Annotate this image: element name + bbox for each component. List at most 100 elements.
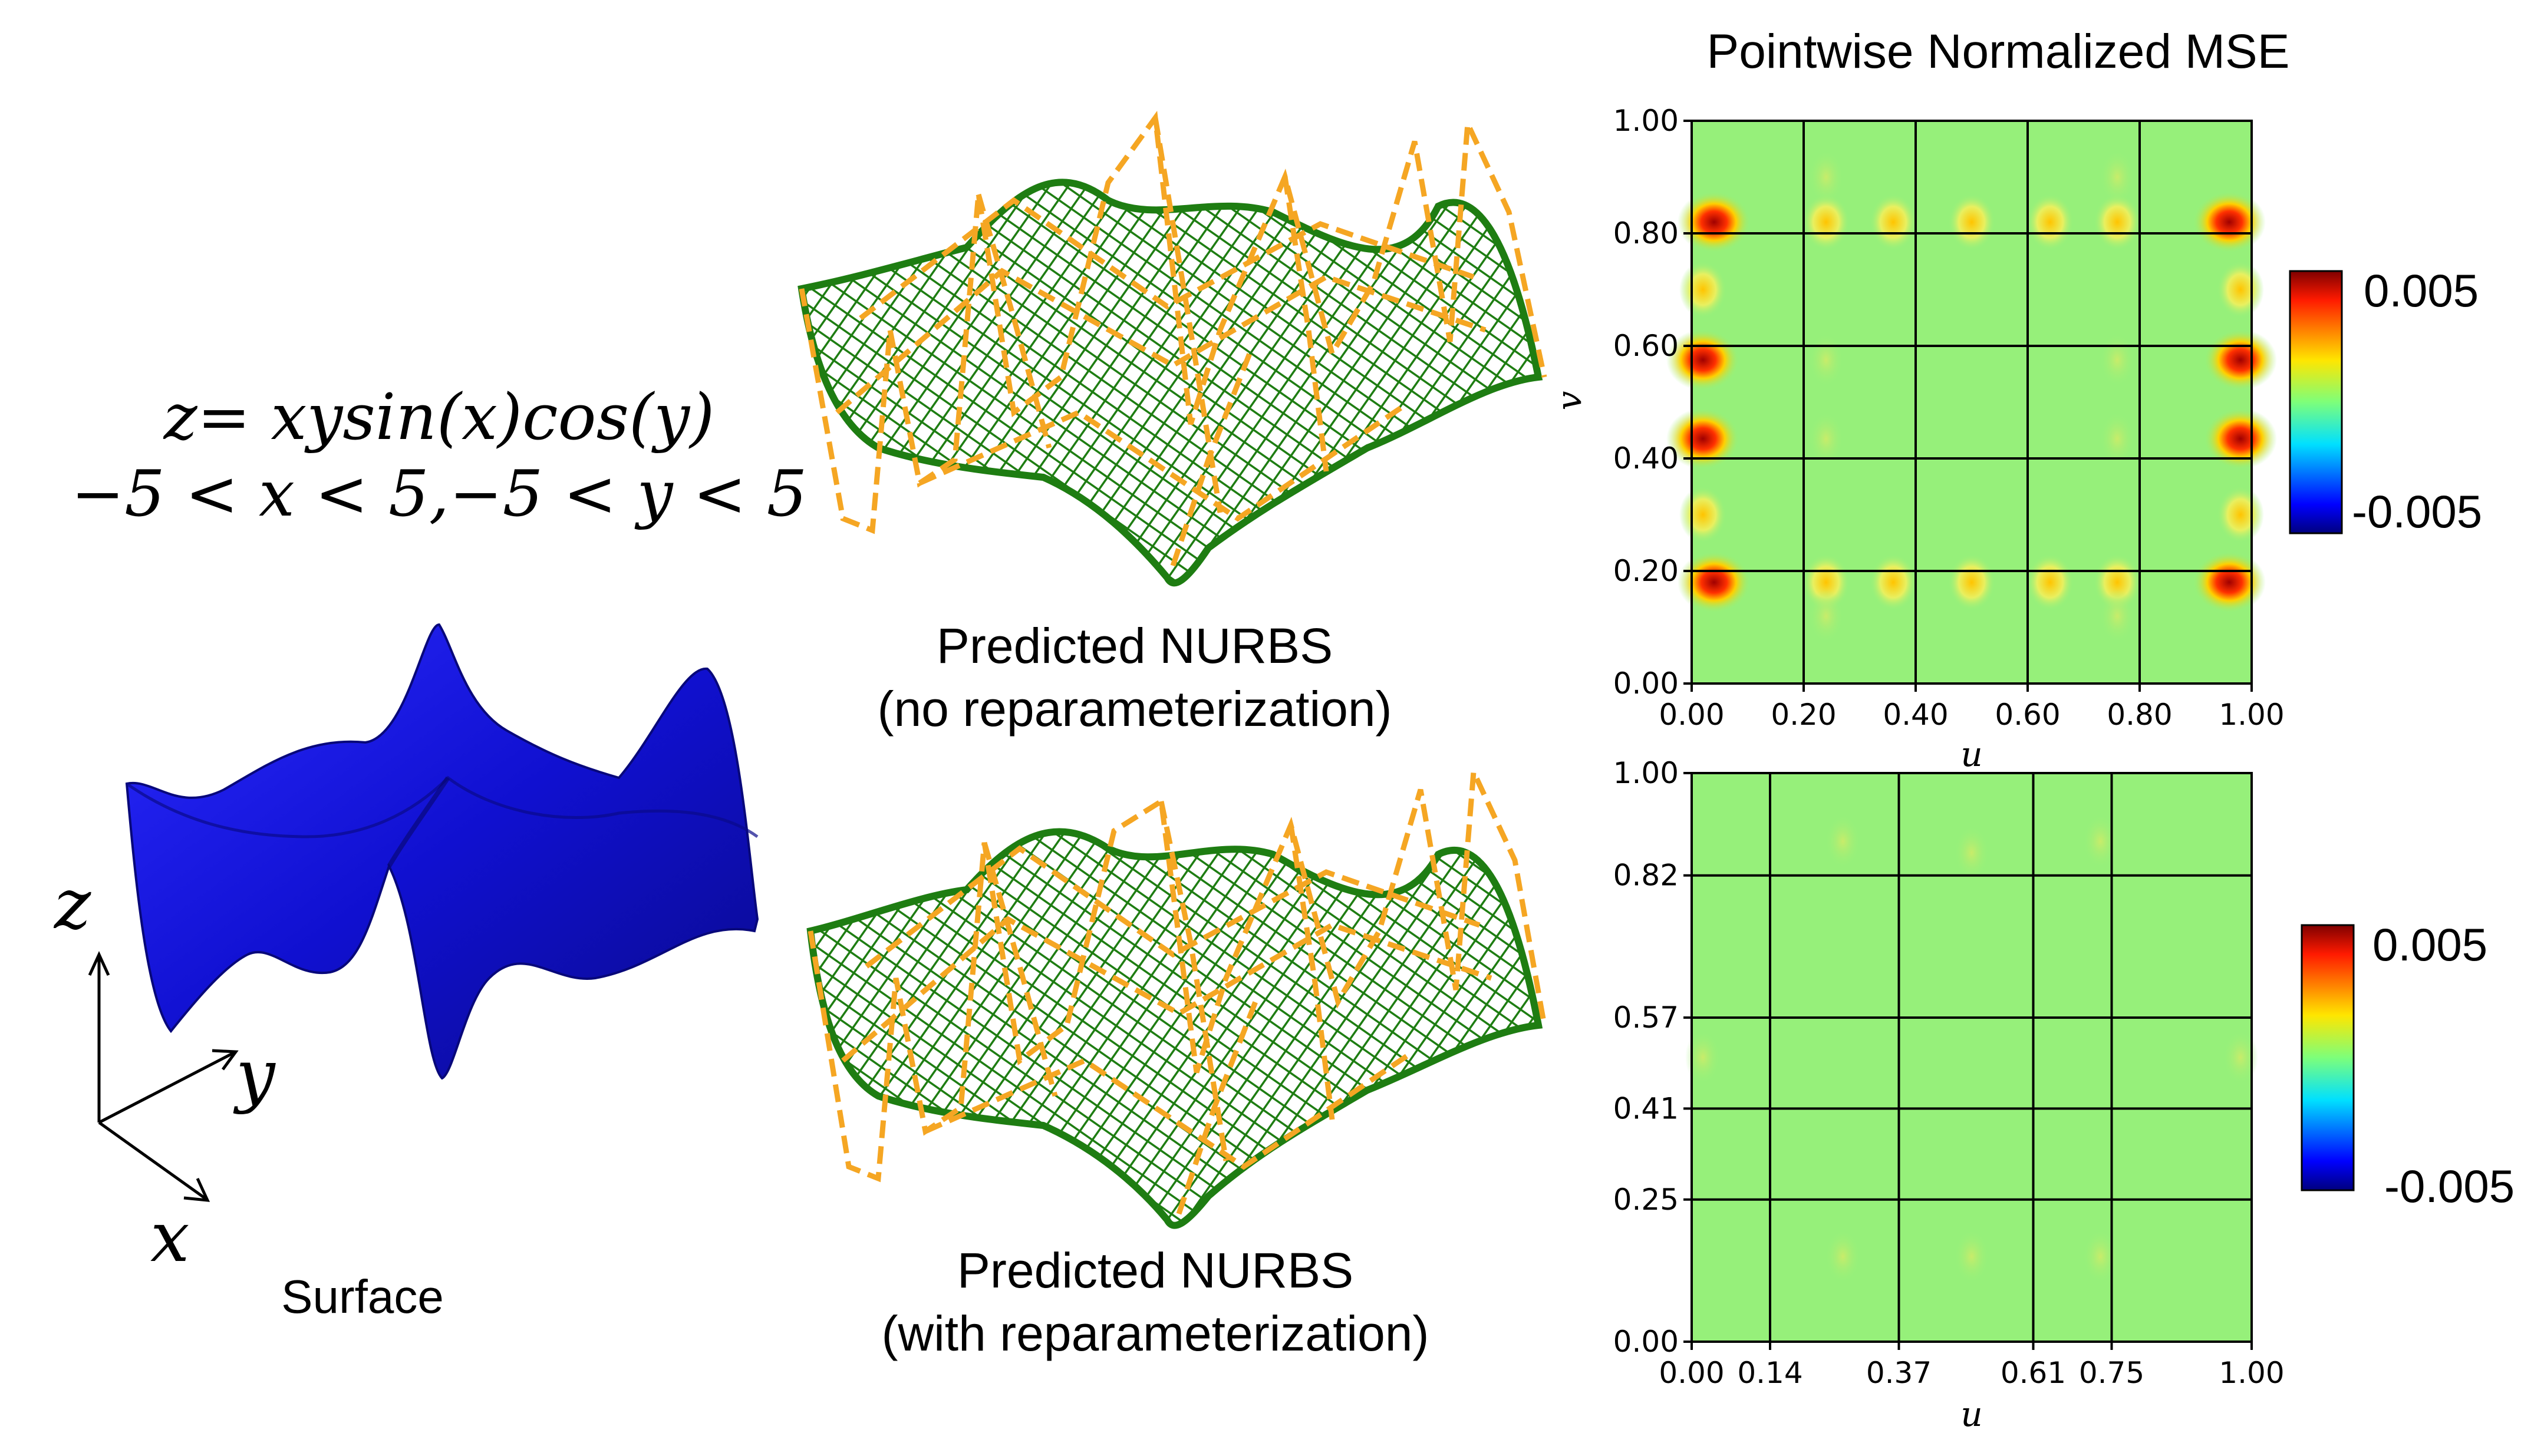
x-ticks: 0.00 0.14 0.37 0.61 0.75 1.00 (1659, 1342, 2285, 1390)
y-tick-label: 0.40 (1613, 441, 1679, 476)
x-tick-label: 0.00 (1659, 1356, 1724, 1390)
heatmap-hotspot (2100, 589, 2135, 643)
heatmap-hotspot (2193, 552, 2266, 613)
heatmap-hotspot (2223, 1030, 2258, 1085)
y-tick-label: 0.00 (1613, 1325, 1679, 1359)
x-tick-label: 0.75 (2079, 1356, 2144, 1390)
heatmap-hotspot (1679, 261, 1726, 318)
colorbar-max-label: 0.005 (2364, 265, 2479, 316)
y-tick-label: 0.20 (1613, 554, 1679, 588)
heatmap-hotspot (1666, 408, 1739, 470)
surface-label: Surface (281, 1270, 444, 1323)
heatmap-hotspot (2094, 193, 2141, 250)
colorbar-gradient (2301, 924, 2355, 1191)
heatmap-hotspot (2026, 193, 2074, 250)
nurbs-top-caption-line2: (no reparameterization) (877, 681, 1392, 737)
x-axis-label: u (1960, 734, 1982, 774)
heatmap-hotspot (1808, 589, 1844, 643)
y-ticks: 0.00 0.25 0.41 0.57 0.82 1.00 (1613, 756, 1692, 1359)
heatmap-grid (1692, 121, 2252, 684)
colorbar-top: 0.005 -0.005 (2289, 265, 2482, 537)
x-tick-label: 0.61 (2001, 1356, 2066, 1390)
x-ticks: 0.00 0.20 0.40 0.60 0.80 1.00 (1659, 684, 2285, 732)
heatmap-with-reparam: 0.00 0.14 0.37 0.61 0.75 1.00 0.00 0.25 0.41 0.5… (1613, 756, 2285, 1434)
x-tick-label: 0.60 (1995, 698, 2060, 732)
nurbs-top-caption-line1: Predicted NURBS (937, 618, 1333, 673)
y-tick-label: 1.00 (1613, 756, 1679, 790)
heatmap-frame (1690, 772, 2253, 1343)
x-tick-label: 1.00 (2219, 698, 2284, 732)
heatmap-hotspot (1870, 554, 1917, 611)
heatmap-hotspot (2193, 191, 2266, 253)
heatmap-hotspot (2217, 486, 2264, 543)
nurbs-plot-top (798, 111, 1547, 587)
heatmap-hotspot (1825, 814, 1861, 869)
heatmap-hotspots (1666, 150, 2277, 643)
x-axis-label: u (1960, 1394, 1982, 1434)
x-tick-label: 1.00 (2219, 1356, 2284, 1390)
heatmap-hotspot (1954, 1229, 1989, 1284)
heatmap-frame (1690, 120, 2253, 685)
heatmap-hotspots (1685, 814, 2258, 1284)
heatmap-grid (1692, 773, 2252, 1342)
y-axis-label: v (1549, 391, 1589, 410)
y-tick-label: 0.25 (1613, 1183, 1679, 1217)
x-tick-label: 0.40 (1883, 698, 1948, 732)
heatmap-hotspot (2204, 329, 2277, 391)
heatmap-hotspot (1870, 193, 1917, 250)
surface-body (125, 623, 759, 1080)
axis-x-label: x (150, 1196, 190, 1277)
heatmap-hotspot (1679, 486, 1726, 543)
heatmap-hotspot (1808, 150, 1844, 204)
heatmap-hotspot (1825, 1229, 1861, 1284)
heatmap-no-reparam: 0.00 0.20 0.40 0.60 0.80 1.00 0.00 0.20 0.40 0.6… (1549, 104, 2285, 774)
x-tick-label: 0.20 (1771, 698, 1836, 732)
y-ticks: 0.00 0.20 0.40 0.60 0.80 1.00 (1613, 104, 1692, 701)
heatmap-hotspot (1808, 411, 1844, 466)
x-tick-label: 0.80 (2107, 698, 2172, 732)
heatmap-hotspot (1954, 826, 1989, 880)
heatmap-hotspot (2204, 408, 2277, 470)
nurbs-bottom-caption-line1: Predicted NURBS (957, 1243, 1353, 1298)
heatmap-hotspot (1948, 193, 1995, 250)
colorbar-bottom: 0.005 -0.005 (2301, 919, 2515, 1212)
heatmap-hotspot (1678, 552, 1751, 613)
axes-triad (88, 950, 239, 1202)
y-tick-label: 0.57 (1613, 1001, 1679, 1035)
heatmap-hotspot (1666, 329, 1739, 391)
x-tick-label: 0.37 (1866, 1356, 1932, 1390)
heatmap-hotspot (2082, 1229, 2118, 1284)
heatmap-title: Pointwise Normalized MSE (1707, 25, 2290, 78)
nurbs-bottom-caption-line2: (with reparameterization) (881, 1306, 1429, 1361)
heatmap-hotspot (1948, 554, 1995, 611)
heatmap-hotspot (1678, 191, 1751, 253)
heatmap-hotspot (2100, 411, 2135, 466)
heatmap-hotspot (2026, 554, 2074, 611)
heatmap-hotspot (2100, 150, 2135, 204)
y-tick-label: 0.80 (1613, 216, 1679, 250)
axis-y-label: y (233, 1034, 276, 1115)
x-tick-label: 0.14 (1737, 1356, 1802, 1390)
colorbar-gradient (2289, 270, 2343, 534)
y-tick-label: 0.82 (1613, 859, 1679, 893)
heatmap-hotspot (1685, 1030, 1721, 1085)
colorbar-max-label: 0.005 (2372, 919, 2487, 970)
control-net-bottom (808, 761, 1547, 1215)
colorbar-min-label: -0.005 (2384, 1160, 2515, 1212)
equation-line1: z= xysin(x)cos(y) (163, 381, 715, 454)
y-tick-label: 0.41 (1613, 1091, 1679, 1125)
nurbs-plot-bottom (806, 761, 1547, 1229)
control-net-top (799, 111, 1547, 567)
heatmap-hotspot (1802, 193, 1850, 250)
y-tick-label: 0.60 (1613, 329, 1679, 363)
axis-z-label: z (53, 863, 91, 945)
heatmap-hotspot (2217, 261, 2264, 318)
equation-line2: −5 < x < 5,−5 < y < 5 (71, 457, 808, 531)
heatmap-hotspot (2100, 332, 2135, 387)
heatmap-hotspot (1808, 332, 1844, 387)
target-surface (125, 623, 759, 1080)
y-tick-label: 0.00 (1613, 666, 1679, 701)
heatmap-hotspot (2082, 814, 2118, 869)
x-tick-label: 0.00 (1659, 698, 1724, 732)
